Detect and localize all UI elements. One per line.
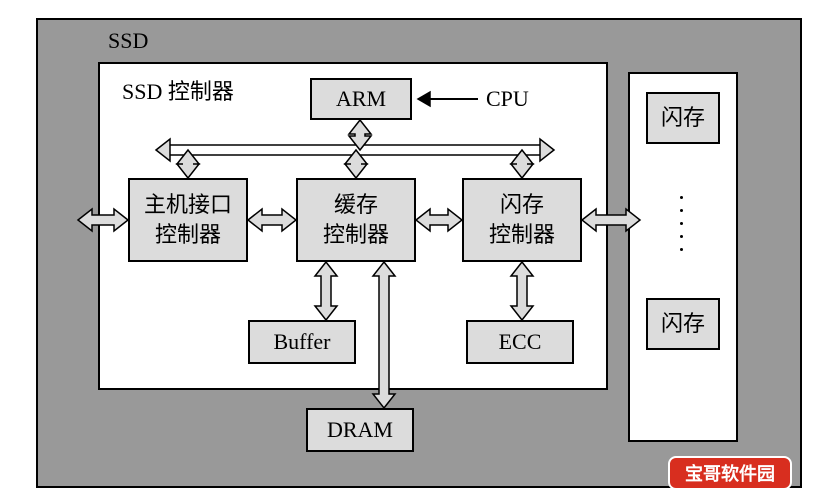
watermark-text: 宝哥软件园 [685, 460, 775, 486]
node-flash-bot-label: 闪存 [661, 309, 705, 339]
node-host-l2: 控制器 [155, 220, 221, 250]
flash-ellipsis-dots [680, 196, 683, 251]
node-cache-l2: 控制器 [323, 220, 389, 250]
node-ecc: ECC [466, 320, 574, 364]
node-host-controller: 主机接口控制器 [128, 178, 248, 262]
ssd-label: SSD [108, 28, 148, 54]
controller-label: SSD 控制器 [122, 74, 234, 106]
node-buffer-label: Buffer [273, 327, 330, 357]
node-flash-bottom: 闪存 [646, 298, 720, 350]
node-arm: ARM [310, 78, 412, 120]
cpu-label: CPU [486, 86, 529, 112]
node-flash-top-label: 闪存 [661, 103, 705, 133]
node-flashc-l1: 闪存 [500, 190, 544, 220]
node-flash-top: 闪存 [646, 92, 720, 144]
node-host-l1: 主机接口 [144, 190, 232, 220]
node-arm-label: ARM [336, 84, 386, 114]
watermark-badge: 宝哥软件园 [668, 456, 792, 490]
node-flash-controller: 闪存控制器 [462, 178, 582, 262]
node-cache-controller: 缓存控制器 [296, 178, 416, 262]
node-buffer: Buffer [248, 320, 356, 364]
node-flashc-l2: 控制器 [489, 220, 555, 250]
node-dram: DRAM [306, 408, 414, 452]
node-cache-l1: 缓存 [334, 190, 378, 220]
node-ecc-label: ECC [499, 327, 542, 357]
node-dram-label: DRAM [327, 415, 393, 445]
